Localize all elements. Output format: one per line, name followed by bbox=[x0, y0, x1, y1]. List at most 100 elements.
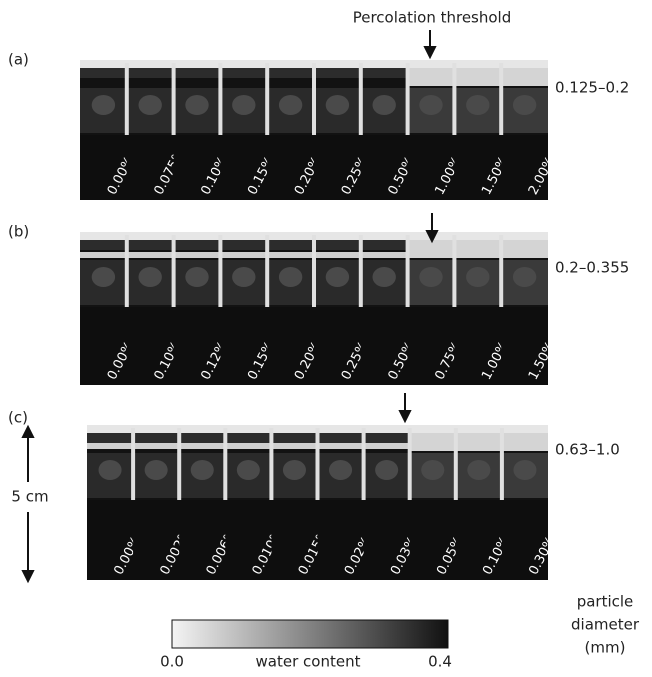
separator bbox=[223, 428, 228, 500]
arrow-head bbox=[21, 570, 35, 584]
column-top bbox=[454, 240, 502, 258]
wet-patch bbox=[513, 460, 537, 480]
column-top bbox=[314, 68, 361, 78]
separator bbox=[499, 63, 504, 135]
column-band bbox=[87, 443, 134, 449]
wet-patch bbox=[278, 267, 303, 287]
column-band bbox=[271, 443, 318, 449]
wet-patch bbox=[325, 95, 350, 115]
column-top bbox=[454, 68, 502, 86]
column-bottom bbox=[133, 500, 180, 580]
column-top bbox=[173, 68, 221, 78]
legend-title: (mm) bbox=[585, 639, 626, 657]
separator bbox=[452, 235, 457, 307]
wet-patch bbox=[325, 267, 350, 287]
separator bbox=[407, 428, 412, 500]
separator bbox=[171, 235, 176, 307]
column-bottom bbox=[314, 307, 361, 385]
column-bottom bbox=[501, 135, 548, 200]
separator bbox=[177, 428, 182, 500]
annotation: Percolation threshold bbox=[353, 9, 512, 27]
separator bbox=[171, 63, 176, 135]
column-band bbox=[179, 443, 226, 449]
separator bbox=[124, 235, 129, 307]
column-top bbox=[80, 68, 127, 78]
column-bottom bbox=[220, 135, 268, 200]
column-top bbox=[314, 240, 361, 250]
separator bbox=[131, 428, 136, 500]
column-top bbox=[133, 433, 180, 443]
wet-patch bbox=[232, 95, 256, 115]
column-top bbox=[220, 240, 268, 250]
column-bottom bbox=[173, 135, 221, 200]
wet-patch bbox=[512, 267, 537, 287]
wet-patch bbox=[419, 95, 443, 115]
column-band bbox=[314, 252, 361, 258]
separator bbox=[499, 428, 504, 500]
separator bbox=[124, 63, 129, 135]
column-bottom bbox=[454, 135, 502, 200]
panel-image: 0.00% 0.075% 0.10% 0.15% 0.20% 0.25% 0.50% 1.00… bbox=[80, 60, 559, 200]
diameter-label: 0.125–0.2 bbox=[555, 79, 629, 97]
column-band bbox=[173, 252, 221, 258]
wet-patch bbox=[98, 460, 122, 480]
panel-image: 0.00% 0.10% 0.12% 0.15% 0.20% 0.25% 0.50% 0.75%… bbox=[80, 232, 559, 385]
separator bbox=[453, 428, 458, 500]
column-top bbox=[501, 433, 548, 451]
wet-patch bbox=[185, 95, 209, 115]
colorbar bbox=[171, 619, 449, 649]
separator bbox=[361, 428, 366, 500]
column-bottom bbox=[126, 307, 174, 385]
separator bbox=[312, 235, 316, 307]
separator bbox=[358, 63, 363, 135]
arrow-head bbox=[398, 410, 412, 424]
scale-label: 5 cm bbox=[11, 488, 48, 506]
column-band bbox=[133, 443, 180, 449]
wet-patch bbox=[185, 267, 209, 287]
column-bottom bbox=[501, 500, 548, 580]
wet-patch bbox=[467, 460, 491, 480]
column-band bbox=[220, 252, 268, 258]
column-band bbox=[317, 443, 364, 449]
wet-patch bbox=[278, 95, 303, 115]
column-bottom bbox=[173, 307, 221, 385]
separator bbox=[499, 235, 504, 307]
wet-patch bbox=[329, 460, 353, 480]
separator bbox=[315, 428, 320, 500]
column-bottom bbox=[407, 307, 455, 385]
panel-image: 0.00% 0.002% 0.006% 0.010% 0.015% 0.02% 0.03% 0… bbox=[87, 425, 559, 580]
column-top bbox=[271, 433, 318, 443]
separator bbox=[405, 63, 410, 135]
wet-patch bbox=[138, 267, 162, 287]
column-top bbox=[501, 240, 548, 258]
separator bbox=[265, 63, 270, 135]
wet-patch bbox=[375, 460, 399, 480]
legend-title: particle bbox=[577, 593, 634, 611]
column-top bbox=[407, 240, 455, 258]
wet-patch bbox=[232, 267, 256, 287]
panel-label: (c) bbox=[8, 409, 28, 427]
separator bbox=[452, 63, 457, 135]
wet-patch bbox=[421, 460, 445, 480]
column-top bbox=[179, 433, 226, 443]
column-top bbox=[455, 433, 502, 451]
separator bbox=[265, 235, 270, 307]
colorbar-min: 0.0 bbox=[160, 653, 184, 671]
column-top bbox=[409, 433, 456, 451]
column-bottom bbox=[271, 500, 318, 580]
column-bottom bbox=[409, 500, 456, 580]
arrow-head bbox=[423, 46, 437, 60]
diameter-label: 0.63–1.0 bbox=[555, 441, 620, 459]
wet-patch bbox=[372, 95, 396, 115]
wet-patch bbox=[466, 267, 490, 287]
wet-patch bbox=[282, 460, 306, 480]
column-top bbox=[220, 68, 268, 78]
scale-bar bbox=[21, 424, 35, 584]
column-top bbox=[173, 240, 221, 250]
column-top bbox=[317, 433, 364, 443]
arrow-head bbox=[425, 230, 439, 244]
column-bottom bbox=[360, 307, 408, 385]
arrows bbox=[398, 30, 439, 424]
wet-patch bbox=[138, 95, 162, 115]
separator bbox=[358, 235, 363, 307]
